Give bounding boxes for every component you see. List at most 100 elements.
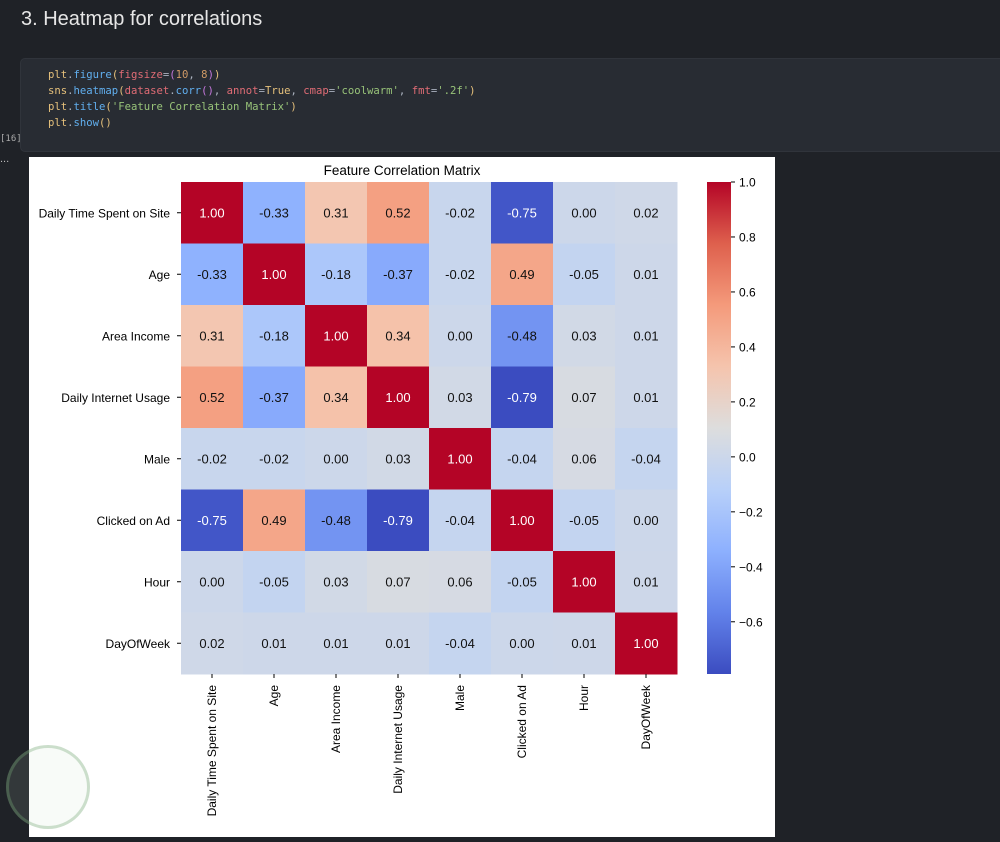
execution-count: [16] (0, 134, 22, 144)
code-token: True (264, 85, 291, 97)
code-token: . (67, 117, 74, 129)
code-token: plt (48, 117, 68, 129)
heatmap-cell (305, 305, 368, 367)
heatmap-cell (181, 428, 244, 490)
heatmap-cell (615, 551, 678, 613)
cell-annotation: -0.48 (507, 328, 537, 343)
cell-annotation: 0.06 (447, 574, 472, 589)
cell-annotation: 0.49 (509, 267, 534, 282)
cell-annotation: 0.00 (199, 574, 224, 589)
code-token: ( (169, 69, 176, 81)
x-tick-label: Male (453, 685, 467, 711)
code-line: plt.figure(figsize=(10, 8)) (48, 67, 476, 83)
heatmap-cell (367, 243, 430, 306)
x-tick-label: DayOfWeek (639, 684, 653, 749)
heatmap-cell (615, 612, 678, 675)
cell-annotation: 0.07 (385, 574, 410, 589)
heatmap-cell (553, 305, 616, 367)
heatmap-cell (305, 612, 368, 675)
heatmap-cell (181, 243, 244, 306)
code-line: plt.title('Feature Correlation Matrix') (48, 99, 476, 115)
heatmap-cell (305, 366, 368, 429)
cell-annotation: -0.05 (507, 574, 537, 589)
heatmap-cell (491, 366, 554, 429)
cell-annotation: 0.02 (199, 636, 224, 651)
code-token: annot (226, 85, 259, 97)
colorbar-tick-label: 0.4 (739, 340, 756, 354)
heatmap-cell (367, 366, 430, 429)
heatmap-cell (553, 551, 616, 613)
heatmap-cell (615, 243, 678, 306)
code-token: () (201, 85, 214, 97)
colorbar-tick-label: 0.2 (739, 395, 756, 409)
code-token: , (213, 85, 227, 97)
cell-annotation: -0.02 (445, 205, 475, 220)
code-token: , (290, 85, 304, 97)
cell-annotation: 0.00 (323, 451, 348, 466)
y-tick-label: Daily Internet Usage (61, 391, 170, 405)
heatmap-chart: Feature Correlation Matrix 1.00 -0.33 0.31 0… (39, 163, 763, 816)
cell-annotation: 0.52 (199, 390, 224, 405)
heatmap-cell (491, 428, 554, 490)
heatmap-cell (243, 551, 306, 613)
heatmap-cell (429, 489, 492, 552)
cell-annotation: -0.04 (445, 513, 475, 528)
heatmap-cell (491, 612, 554, 675)
cell-annotation: -0.05 (569, 267, 599, 282)
code-token: = (430, 85, 438, 97)
y-tick-label: Age (149, 268, 171, 282)
y-tick-label: Daily Time Spent on Site (39, 206, 171, 220)
cell-annotation: 1.00 (509, 513, 534, 528)
output-prompt[interactable]: ... (0, 153, 10, 165)
heatmap-cell (615, 489, 678, 552)
y-tick-label: Clicked on Ad (97, 514, 170, 528)
y-tick-label: Male (144, 452, 170, 466)
code-token: = (328, 85, 336, 97)
code-token: ( (111, 69, 119, 81)
code-editor[interactable]: plt.figure(figsize=(10, 8)) sns.heatmap(d… (48, 67, 476, 131)
cell-annotation: 1.00 (199, 205, 224, 220)
cell-annotation: 1.00 (323, 328, 348, 343)
code-token: . (67, 101, 74, 113)
code-cell[interactable] (20, 58, 1000, 152)
cell-annotation: 0.03 (323, 574, 348, 589)
heatmap-cell (243, 182, 306, 244)
heatmap-cell (429, 182, 492, 244)
heatmap-cell (553, 489, 616, 552)
heatmap-cell (553, 243, 616, 306)
colorbar-tick-label: −0.6 (739, 615, 763, 629)
code-token: show (73, 117, 100, 129)
y-tick-label: Area Income (102, 329, 170, 343)
code-token: , (398, 85, 412, 97)
heatmap-cell (429, 243, 492, 306)
code-token: heatmap (73, 85, 119, 97)
code-token: dataset (124, 85, 170, 97)
code-token: ) (213, 69, 221, 81)
chart-title: Feature Correlation Matrix (324, 163, 481, 178)
cell-annotation: -0.79 (383, 513, 413, 528)
code-token: figsize (118, 69, 163, 81)
heatmap-cell (367, 489, 430, 552)
cell-annotation: 0.52 (385, 205, 410, 220)
code-token: . (67, 85, 74, 97)
cell-annotation: -0.04 (507, 451, 537, 466)
cell-annotation: 0.03 (571, 328, 596, 343)
heatmap-cell (181, 551, 244, 613)
code-token: corr (175, 85, 202, 97)
heatmap-cell (181, 182, 244, 244)
heatmap-cell (181, 305, 244, 367)
heatmap-cell (615, 428, 678, 490)
cell-annotation: 0.01 (633, 328, 658, 343)
heatmap-cell (553, 428, 616, 490)
x-tick-label: Daily Internet Usage (391, 685, 405, 794)
code-token: . (169, 85, 176, 97)
code-token: '.2f' (437, 85, 470, 97)
cell-annotation: -0.33 (259, 205, 289, 220)
code-line: plt.show() (48, 115, 476, 131)
code-token: title (73, 101, 106, 113)
cell-annotation: -0.05 (259, 574, 289, 589)
heatmap-cell (367, 551, 430, 613)
heatmap-cell (305, 551, 368, 613)
heatmap-cell (243, 243, 306, 306)
cell-annotation: 0.01 (323, 636, 348, 651)
